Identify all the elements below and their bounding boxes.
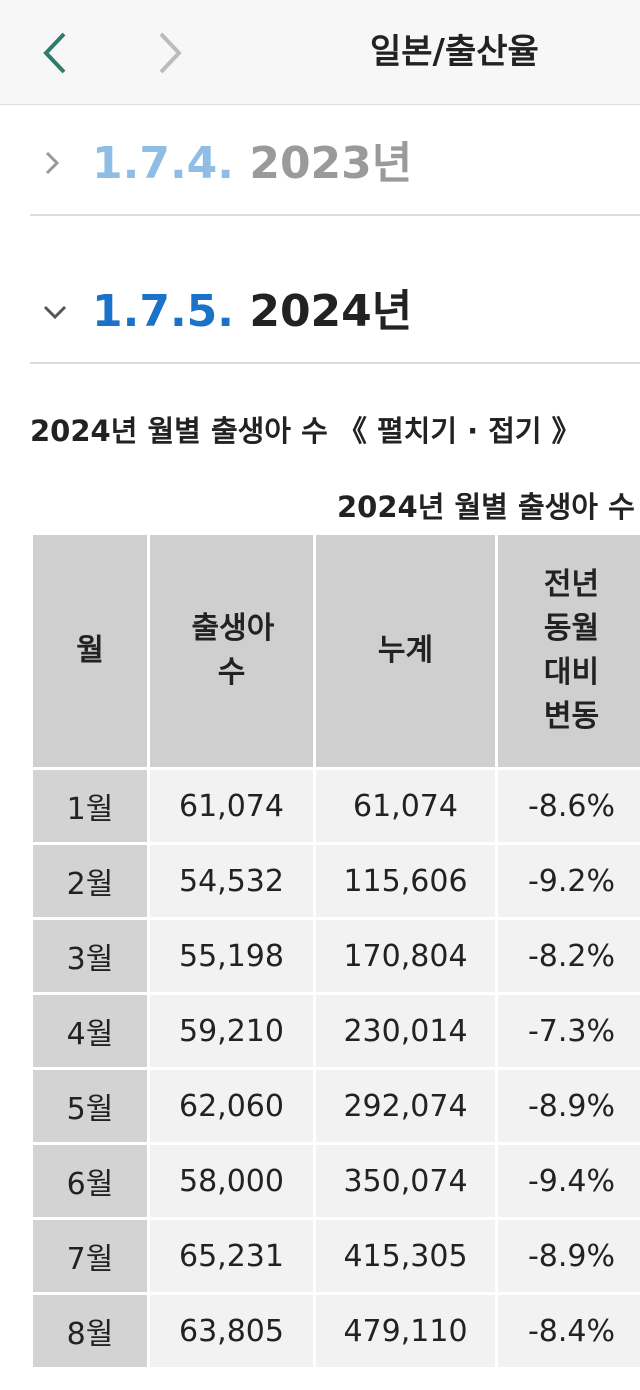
month-cell: 6월 — [32, 1144, 149, 1219]
month-cell: 3월 — [32, 919, 149, 994]
data-cell: 61,074 — [315, 769, 497, 844]
header-row: 월 출생아 수 누계 전년 동월 대비 변동 — [32, 534, 640, 769]
page-title: 일본/출산율 — [370, 30, 539, 74]
month-cell: 5월 — [32, 1069, 149, 1144]
back-button[interactable] — [40, 30, 70, 76]
fold-caption: 2024년 월별 출생아 수 《 펼치기 · 접기 》 — [30, 408, 581, 450]
month-cell: 8월 — [32, 1294, 149, 1369]
month-cell: 4월 — [32, 994, 149, 1069]
expand-icon — [42, 150, 62, 176]
forward-button[interactable] — [155, 30, 185, 76]
section-header[interactable]: 1.7.4. 2023년 — [30, 110, 640, 216]
data-cell: -7.3% — [497, 994, 640, 1069]
header-cell: 월 — [32, 534, 149, 769]
data-cell: 59,210 — [149, 994, 315, 1069]
data-cell: 63,805 — [149, 1294, 315, 1369]
data-cell: -9.2% — [497, 844, 640, 919]
data-cell: 479,110 — [315, 1294, 497, 1369]
header-text: 전년 동월 대비 변동 — [532, 563, 612, 739]
data-cell: 62,060 — [149, 1069, 315, 1144]
section-number: 1.7.4. — [92, 138, 234, 189]
section-title: 2024년 — [249, 286, 412, 337]
data-cell: -8.9% — [497, 1069, 640, 1144]
fold-toggle[interactable]: 《 펼치기 · 접기 》 — [338, 414, 581, 448]
data-cell: -8.2% — [497, 919, 640, 994]
data-cell: 170,804 — [315, 919, 497, 994]
month-cell: 1월 — [32, 769, 149, 844]
header-cell: 누계 — [315, 534, 497, 769]
header-text: 누계 — [366, 629, 446, 673]
data-cell: 54,532 — [149, 844, 315, 919]
section-header[interactable]: 1.7.5. 2024년 — [30, 258, 640, 364]
collapse-icon — [42, 302, 68, 322]
header-cell: 출생아 수 — [149, 534, 315, 769]
data-cell: -8.4% — [497, 1294, 640, 1369]
data-cell: -8.9% — [497, 1219, 640, 1294]
top-bar: 일본/출산율 — [0, 0, 640, 105]
data-cell: 350,074 — [315, 1144, 497, 1219]
header-text: 월 — [50, 629, 130, 673]
data-cell: 65,231 — [149, 1219, 315, 1294]
data-cell: 415,305 — [315, 1219, 497, 1294]
table-title: 2024년 월별 출생아 수 — [337, 484, 635, 526]
caption-title: 2024년 월별 출생아 수 — [30, 414, 328, 448]
section-number: 1.7.5. — [92, 286, 234, 337]
data-cell: 230,014 — [315, 994, 497, 1069]
data-cell: 55,198 — [149, 919, 315, 994]
data-cell: 58,000 — [149, 1144, 315, 1219]
data-cell: 61,074 — [149, 769, 315, 844]
data-cell: -8.6% — [497, 769, 640, 844]
month-cell: 7월 — [32, 1219, 149, 1294]
data-cell: -9.4% — [497, 1144, 640, 1219]
data-cell: 115,606 — [315, 844, 497, 919]
section-title: 2023년 — [249, 138, 412, 189]
data-cell: 292,074 — [315, 1069, 497, 1144]
header-text: 출생아 수 — [192, 607, 272, 695]
month-cell: 2월 — [32, 844, 149, 919]
header-cell: 전년 동월 대비 변동 — [497, 534, 640, 769]
